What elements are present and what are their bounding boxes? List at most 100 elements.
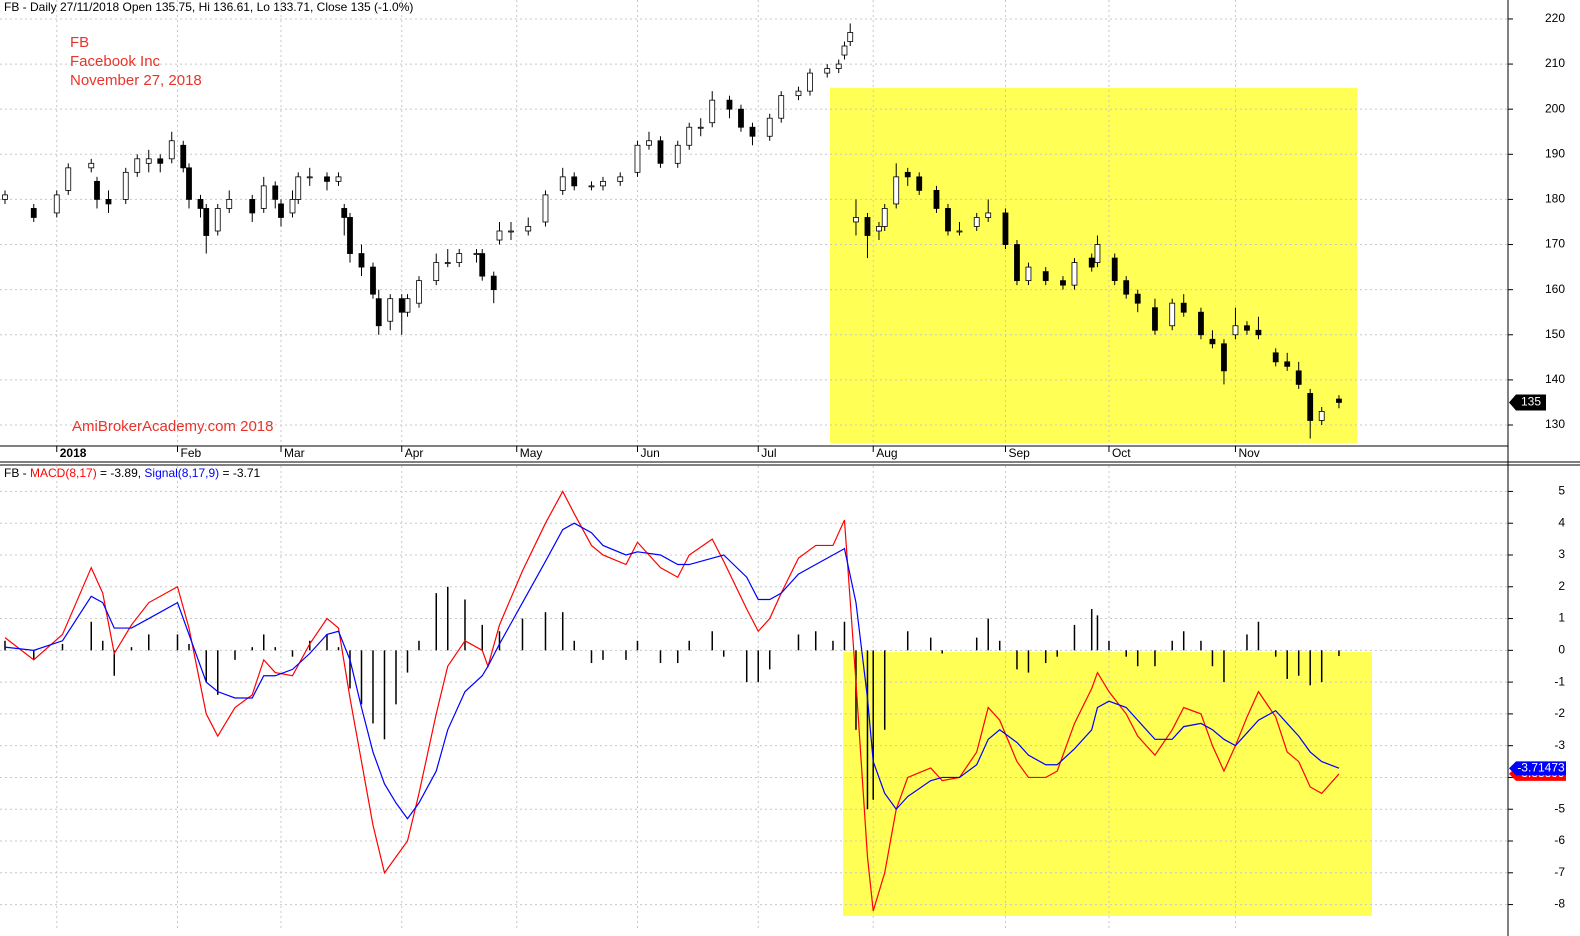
candle-body bbox=[847, 32, 854, 42]
candle-body bbox=[1232, 325, 1239, 336]
candle-body bbox=[1244, 325, 1250, 331]
candle-body bbox=[260, 185, 267, 209]
last-price-label: 135 bbox=[1521, 395, 1541, 409]
candle-body bbox=[1123, 280, 1130, 295]
candle-body bbox=[795, 90, 802, 97]
candle-body bbox=[358, 253, 365, 268]
y-tick-label: 190 bbox=[1545, 146, 1565, 160]
candle-body bbox=[617, 176, 624, 182]
x-tick-label: 2018 bbox=[60, 446, 87, 460]
y-tick-label: 220 bbox=[1545, 11, 1565, 25]
macd-readout: = -3.89, bbox=[100, 466, 141, 480]
candle-body bbox=[881, 208, 888, 227]
candle-body bbox=[30, 208, 37, 218]
candle-body bbox=[105, 199, 112, 205]
candle-body bbox=[766, 117, 773, 137]
candle-body bbox=[1025, 266, 1032, 282]
candle-body bbox=[88, 162, 95, 169]
y-tick-label: -3 bbox=[1554, 738, 1565, 752]
x-tick-label: Aug bbox=[876, 446, 897, 460]
candle-body bbox=[335, 176, 342, 182]
legend-macd: MACD(8,17) bbox=[30, 466, 97, 480]
series-line bbox=[4, 490, 1340, 912]
candle-body bbox=[1094, 244, 1101, 263]
candle-body bbox=[956, 230, 963, 233]
candle-body bbox=[600, 180, 606, 187]
candle-body bbox=[904, 171, 911, 178]
candle-body bbox=[525, 226, 532, 232]
candle-body bbox=[559, 176, 566, 191]
candle-body bbox=[973, 217, 980, 227]
candle-body bbox=[214, 208, 221, 232]
value-tag-label: -3.71473 bbox=[1517, 761, 1565, 775]
candle-body bbox=[916, 176, 923, 191]
value-tag bbox=[1509, 761, 1566, 776]
candle-body bbox=[1169, 302, 1176, 327]
candle-body bbox=[824, 68, 831, 74]
y-tick-label: 0 bbox=[1558, 643, 1565, 657]
candle-body bbox=[122, 171, 129, 200]
candle-body bbox=[893, 176, 900, 205]
legend-signal: Signal(8,17,9) bbox=[144, 466, 219, 480]
candle-body bbox=[2, 194, 8, 200]
candle-body bbox=[278, 203, 284, 218]
candle-body bbox=[697, 126, 704, 129]
candle-body bbox=[985, 212, 992, 218]
x-tick-label: Nov bbox=[1238, 446, 1259, 460]
candle-body bbox=[416, 280, 422, 304]
candle-body bbox=[404, 298, 411, 313]
candle-body bbox=[835, 63, 842, 69]
candle-body bbox=[289, 199, 296, 214]
candle-body bbox=[1295, 370, 1302, 385]
candle-body bbox=[1088, 257, 1095, 268]
candle-body bbox=[674, 144, 681, 164]
candle-body bbox=[496, 230, 503, 241]
y-tick-label: 200 bbox=[1545, 101, 1565, 115]
candle-body bbox=[226, 199, 233, 209]
annotation: FB bbox=[70, 34, 89, 51]
candle-body bbox=[444, 262, 451, 264]
candle-body bbox=[1180, 302, 1187, 313]
y-tick-label: -7 bbox=[1554, 865, 1565, 879]
x-tick-label: Apr bbox=[405, 446, 424, 460]
y-tick-label: 140 bbox=[1545, 372, 1565, 386]
candle-body bbox=[341, 208, 348, 218]
candle-body bbox=[375, 298, 382, 327]
x-tick-label: Feb bbox=[180, 446, 201, 460]
candle-body bbox=[1152, 307, 1158, 331]
candle-body bbox=[1336, 398, 1342, 403]
candle-body bbox=[1002, 212, 1009, 245]
last-price-tag bbox=[1509, 394, 1546, 411]
candle-body bbox=[749, 126, 756, 137]
y-tick-label: -1 bbox=[1554, 674, 1565, 688]
candle-body bbox=[571, 176, 578, 187]
y-tick-label: 210 bbox=[1545, 56, 1565, 70]
candle-body bbox=[398, 298, 405, 313]
y-tick-label: -2 bbox=[1554, 706, 1565, 720]
plot-layer: 2018 Feb Mar Apr May Jun Jul Aug Sep Oct Nov bbox=[0, 0, 1508, 930]
candle-body bbox=[853, 217, 859, 223]
annotation: November 27, 2018 bbox=[70, 72, 202, 89]
annotation: Facebook Inc bbox=[70, 53, 161, 70]
y-tick-label: 5 bbox=[1558, 484, 1565, 498]
candle-body bbox=[864, 217, 871, 236]
candle-body bbox=[490, 275, 497, 291]
candle-body bbox=[186, 167, 192, 200]
candle-body bbox=[646, 140, 652, 146]
candle-body bbox=[53, 194, 60, 214]
x-tick-label: Mar bbox=[284, 446, 305, 460]
candle-body bbox=[634, 144, 641, 173]
x-tick-label: Jun bbox=[640, 446, 659, 460]
candle-body bbox=[841, 45, 848, 56]
y-tick-label: -5 bbox=[1554, 801, 1565, 815]
candle-body bbox=[709, 99, 716, 124]
candle-body bbox=[686, 126, 693, 146]
candle-body bbox=[778, 95, 785, 119]
candle-body bbox=[542, 194, 549, 223]
candle-body bbox=[180, 144, 187, 169]
series-line bbox=[4, 522, 1340, 820]
candle-body bbox=[1134, 293, 1141, 304]
candle-body bbox=[1111, 257, 1118, 282]
signal-readout: = -3.71 bbox=[222, 466, 260, 480]
